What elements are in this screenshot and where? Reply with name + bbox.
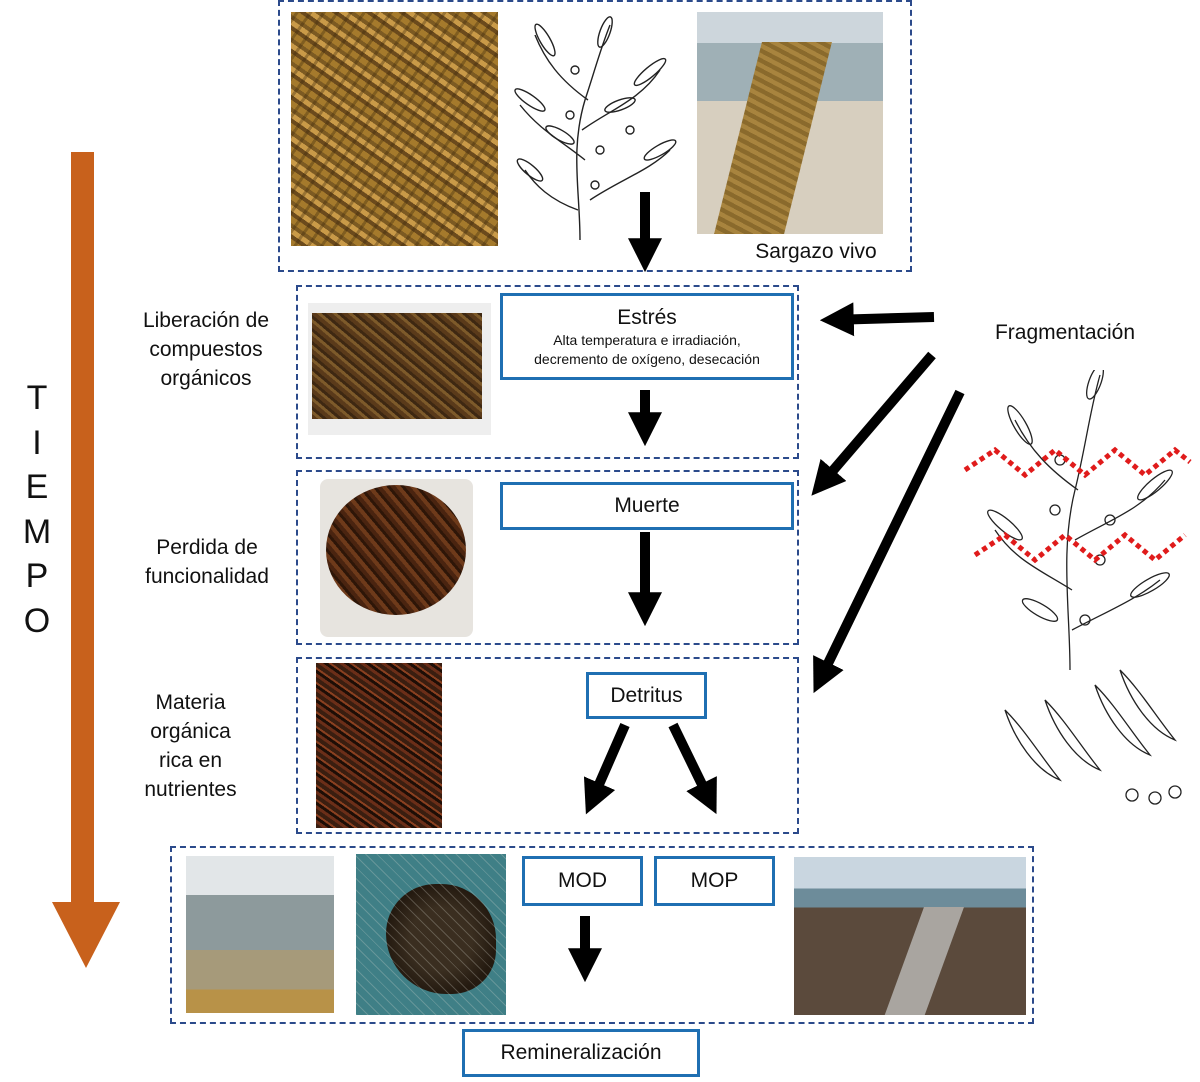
mod-title: MOD [558,869,607,892]
mop-title: MOP [690,869,739,892]
death-side-label: Perdida de funcionalidad [145,536,269,588]
sargassum-drawing [514,16,677,241]
bottom-panel [170,846,1034,1024]
detritus-photo [316,663,442,828]
remineralization-box: Remineralización [462,1029,700,1077]
stress-title: Estrés [617,305,677,329]
detritus-box: Detritus [586,672,707,719]
stress-detail-line2: decremento de oxígeno, desecación [534,350,760,367]
mop-box: MOP [654,856,775,906]
death-box: Muerte [500,482,794,530]
stress-detail-line1: Alta temperatura e irradiación, [553,331,741,348]
live-sargassum-panel [278,0,912,272]
net-sample-photo [356,854,506,1015]
fragmentation-drawing [963,370,1192,805]
stress-side-label: Liberación de compuestos orgánicos [142,309,270,390]
death-panel [296,470,799,645]
stress-panel [296,285,799,459]
detritus-panel [296,657,799,834]
remineralization-title: Remineralización [500,1041,662,1064]
live-sargassum-caption: Sargazo vivo [755,240,877,263]
stress-box: Estrés Alta temperatura e irradiación, d… [500,293,794,380]
sea-shore-photo [186,856,334,1013]
fragmentation-label: Fragmentación [994,321,1136,344]
death-title: Muerte [614,494,680,517]
mod-box: MOD [522,856,643,906]
death-photo [320,479,473,637]
beach-deposit-photo [794,857,1026,1015]
detritus-title: Detritus [610,683,683,707]
beach-sargassum-photo [697,12,883,234]
stress-photo [308,303,491,435]
time-axis-label: T I E M P O [22,379,52,640]
live-sargassum-photo [291,12,498,246]
detritus-side-label: Materia orgánica rica en nutrientes [144,691,237,801]
